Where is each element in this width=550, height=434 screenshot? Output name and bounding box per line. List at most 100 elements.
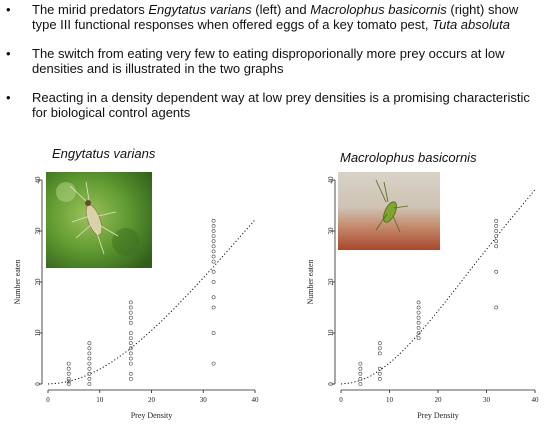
bullet-1-part-2: (left) and — [251, 2, 311, 17]
bullet-3-text: Reacting in a density dependent way at l… — [32, 90, 532, 120]
chart-1-point — [66, 361, 71, 366]
chart-2-point — [416, 305, 421, 310]
chart-1-point — [128, 320, 133, 325]
chart-2-y-tick-label: 30 — [327, 227, 335, 235]
chart-1-x-tick-label: 20 — [148, 396, 156, 404]
chart-2-point — [358, 371, 363, 376]
chart-2-point — [494, 223, 499, 228]
chart-1-point — [211, 305, 216, 310]
chart-1-point — [211, 269, 216, 274]
bullet-2-part-0: The switch from eating very few to eatin… — [32, 46, 505, 76]
chart-1-point — [211, 361, 216, 366]
chart-2-point — [377, 376, 382, 381]
chart-1-point — [87, 382, 92, 386]
bullet-1-part-0: The mirid predators — [32, 2, 149, 17]
chart-2-y-label: Number eaten — [306, 259, 315, 304]
chart-1-x-tick-label: 40 — [252, 396, 260, 404]
chart-2-point — [377, 366, 382, 371]
bullet-2-text: The switch from eating very few to eatin… — [32, 46, 532, 76]
chart-2-point — [377, 351, 382, 356]
chart-1-point — [66, 371, 71, 376]
chart-1-y-tick-label: 0 — [34, 382, 42, 386]
chart-1-point — [87, 376, 92, 381]
chart-1-point — [128, 305, 133, 310]
chart-1-point — [87, 371, 92, 376]
bullet-1: • The mirid predators Engytatus varians … — [4, 2, 532, 32]
chart-1-y-tick-label: 30 — [34, 227, 42, 235]
chart-2-point — [416, 336, 421, 341]
chart-2-point — [416, 315, 421, 320]
chart-1-x-tick-label: 0 — [46, 396, 50, 404]
bullet-marker: • — [6, 46, 11, 61]
chart-1-point — [211, 239, 216, 244]
chart-1-point — [87, 356, 92, 361]
chart-1-point — [128, 331, 133, 335]
chart-1-point — [87, 361, 92, 366]
chart-1-y-tick-label: 10 — [34, 329, 42, 337]
chart-2-point — [494, 229, 499, 233]
engytatus-varians-photo — [46, 172, 152, 268]
chart-1-point — [128, 315, 133, 320]
chart-2-point — [358, 382, 363, 386]
chart-2-point — [416, 325, 421, 330]
chart-2-point — [416, 331, 421, 335]
chart-1-point — [66, 366, 71, 371]
chart-1-point — [128, 371, 133, 376]
chart-1-x-tick-label: 10 — [96, 396, 104, 404]
chart-2-point — [416, 310, 421, 315]
chart-2-x-tick-label: 30 — [483, 396, 491, 404]
chart-2-fit-curve — [340, 189, 536, 385]
chart-2-point — [377, 371, 382, 376]
bullet-marker: • — [6, 2, 11, 17]
chart-2-point — [494, 305, 499, 310]
bullet-marker: • — [6, 90, 11, 105]
chart-1-point — [128, 310, 133, 315]
chart-2-point — [494, 239, 499, 244]
bullet-1-part-1: Engytatus varians — [148, 2, 252, 17]
chart-2-y-tick-label: 10 — [327, 329, 335, 337]
chart-2-point — [494, 269, 499, 274]
chart-1-x-label: Prey Density — [131, 411, 173, 420]
chart-1-point — [211, 254, 216, 259]
chart-2-x-tick-label: 40 — [532, 396, 540, 404]
chart-1-point — [211, 244, 216, 249]
chart-1-point — [128, 341, 133, 346]
chart-1-point — [128, 300, 133, 305]
chart-2-point — [416, 300, 421, 305]
chart-1-y-tick-label: 40 — [34, 176, 42, 184]
chart-2-point — [416, 320, 421, 325]
bullet-3-part-0: Reacting in a density dependent way at l… — [32, 90, 530, 120]
chart-2-point — [377, 341, 382, 346]
chart-1-y-label: Number eaten — [13, 259, 22, 304]
chart-2-y-tick-label: 40 — [327, 176, 335, 184]
chart-1-point — [66, 379, 71, 384]
bullet-1-text: The mirid predators Engytatus varians (l… — [32, 2, 532, 32]
chart-2-point — [494, 218, 499, 223]
chart-1-point — [128, 346, 133, 351]
macrolophus-basicornis-photo — [338, 172, 440, 250]
chart-2-point — [358, 376, 363, 381]
chart-1-point — [211, 295, 216, 300]
chart-1-point — [211, 234, 216, 239]
chart-1-title: Engytatus varians — [52, 146, 156, 161]
chart-1-point — [211, 259, 216, 264]
chart-2-point — [494, 234, 499, 239]
chart-1-point — [128, 336, 133, 341]
bullet-1-part-3: Macrolophus basicornis — [310, 2, 447, 17]
chart-1-point — [211, 331, 216, 335]
chart-1-point — [87, 346, 92, 351]
chart-1-x-tick-label: 30 — [200, 396, 208, 404]
chart-2-point — [494, 244, 499, 249]
bullet-2: • The switch from eating very few to eat… — [4, 46, 532, 76]
chart-1-point — [211, 280, 216, 284]
chart-2-point — [358, 361, 363, 366]
chart-1-point — [87, 341, 92, 346]
bullet-3: • Reacting in a density dependent way at… — [4, 90, 532, 120]
chart-1-point — [66, 382, 71, 386]
chart-1-point — [128, 351, 133, 356]
chart-1-y-tick-label: 20 — [34, 278, 42, 286]
chart-2-x-label: Prey Density — [417, 411, 459, 420]
chart-1-point — [128, 376, 133, 381]
bullet-1-part-4: (right) show type III functional respons… — [32, 2, 519, 32]
